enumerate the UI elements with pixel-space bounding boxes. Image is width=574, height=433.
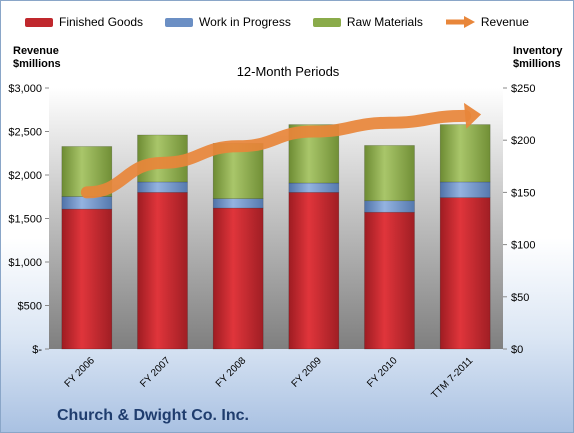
bar-finished-goods-2 [137,192,188,350]
bar-finished-goods-6 [439,197,491,350]
chart-subtitle: 12-Month Periods [236,64,340,79]
right-tick-label: $0 [511,344,523,356]
legend-item-raw-materials: Raw Materials [312,15,423,29]
legend-label-finished-goods: Finished Goods [59,15,144,29]
company-name: Church & Dwight Co. Inc. [57,407,249,424]
x-tick-label: TTM 7-2011 [430,355,476,401]
left-axis-title-line2: $millions [13,58,61,70]
bar-work-in-progress-4 [288,182,340,193]
bar-finished-goods-4 [288,192,340,350]
left-tick-label: $3,000 [8,83,42,95]
x-tick-label: FY 2009 [290,355,325,390]
bar-finished-goods-3 [212,207,264,350]
left-tick-label: $2,500 [8,127,42,139]
bar-raw-materials-5 [364,145,415,202]
bar-work-in-progress-5 [364,200,415,213]
right-tick-label: $150 [511,187,535,199]
revenue-arrowhead [463,102,482,129]
bar-finished-goods-5 [364,211,415,350]
left-tick-label: $500 [18,301,42,313]
x-tick-label: FY 2006 [63,355,98,390]
left-axis-title: Revenue $millions [13,45,61,71]
left-tick-label: $1,000 [8,257,42,269]
legend-swatch-raw-materials [312,17,341,27]
right-axis-title: Inventory $millions [513,45,563,71]
legend-arrow-icon [445,16,475,28]
right-axis-title-line2: $millions [513,58,561,70]
left-tick-label: $- [32,344,42,356]
legend-label-revenue: Revenue [480,15,529,29]
legend-label-work-in-progress: Work in Progress [199,15,291,29]
bar-work-in-progress-6 [439,181,491,198]
right-tick-label: $100 [511,240,535,252]
bar-raw-materials-6 [439,124,491,183]
legend-item-finished-goods: Finished Goods [25,15,143,29]
right-axis-title-line1: Inventory [513,45,563,57]
right-tick-label: $50 [511,292,529,304]
right-tick-label: $250 [511,83,535,95]
legend: Finished Goods Work in Progress Raw Mate… [25,15,551,29]
revenue-line [80,109,472,199]
x-tick-label: FY 2010 [365,355,400,390]
legend-swatch-finished-goods [25,17,53,27]
x-tick-label: FY 2007 [138,355,173,390]
plot-area [49,88,503,349]
legend-label-raw-materials: Raw Materials [346,15,423,29]
bar-work-in-progress-2 [137,181,188,193]
legend-item-revenue: Revenue [445,15,529,29]
bar-work-in-progress-1 [61,196,113,210]
legend-swatch-work-in-progress [165,17,194,27]
right-tick-label: $200 [511,135,535,147]
bar-finished-goods-1 [61,208,113,350]
left-tick-label: $1,500 [8,214,42,226]
left-axis-title-line1: Revenue [13,45,59,57]
left-tick-label: $2,000 [8,170,42,182]
x-tick-label: FY 2008 [214,355,249,390]
bar-work-in-progress-3 [212,198,264,209]
legend-item-work-in-progress: Work in Progress [165,15,291,29]
